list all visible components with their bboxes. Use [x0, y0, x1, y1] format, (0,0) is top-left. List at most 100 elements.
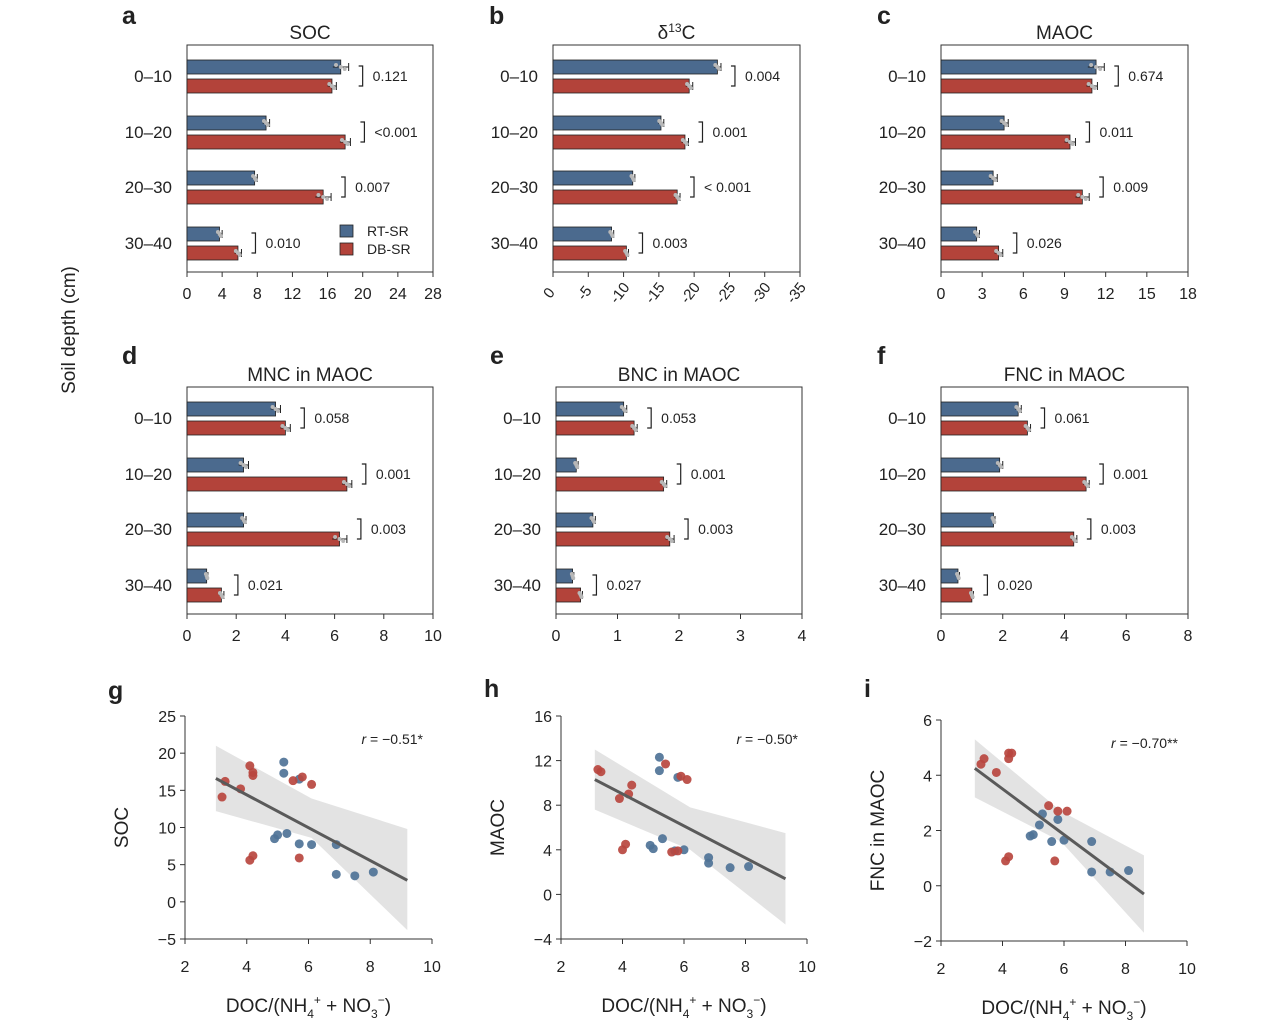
replicate-point: [1080, 195, 1085, 199]
x-tick-label: -25: [713, 279, 740, 307]
significance-bracket: [1012, 232, 1018, 254]
p-value-label: 0.009: [1113, 179, 1148, 195]
x-tick-label: 4: [998, 961, 1007, 978]
confidence-band: [974, 739, 1144, 933]
significance-bracket: [592, 574, 598, 596]
significance-bracket: [360, 121, 366, 143]
rt-sr-point: [1124, 866, 1134, 876]
replicate-point: [623, 409, 628, 413]
db-sr-bar: [940, 476, 1087, 492]
depth-label: 30–40: [494, 576, 541, 595]
y-tick-label: 4: [923, 768, 932, 785]
p-value-label: 0.011: [1099, 124, 1133, 140]
replicate-point: [579, 595, 584, 599]
panel-d: d MNC in MAOC 0–10 0.058 10–20 0.001 20–30 0.00…: [122, 342, 442, 645]
soil-depth-axis-title: Soil depth (cm): [59, 266, 80, 394]
db-sr-bar: [186, 420, 286, 436]
y-tick-label: 0: [923, 879, 932, 896]
axis-frame: [186, 386, 434, 615]
x-tick-label: 2: [181, 959, 190, 976]
replicate-point: [1076, 193, 1081, 197]
db-sr-bar: [552, 78, 690, 94]
rt-sr-point: [648, 844, 658, 854]
rt-sr-point: [1087, 867, 1097, 877]
x-tick-label: 4: [281, 628, 290, 645]
rt-sr-bar: [555, 457, 577, 473]
depth-label: 0–10: [503, 409, 541, 428]
replicate-point: [633, 428, 638, 432]
panel-letter: d: [122, 342, 137, 370]
db-sr-bar: [940, 189, 1083, 205]
replicate-point: [341, 480, 346, 484]
replicate-point: [1094, 65, 1099, 69]
rt-sr-bar: [940, 170, 994, 186]
rt-sr-bar: [186, 59, 342, 75]
significance-bracket: [1086, 518, 1092, 540]
replicate-point: [999, 465, 1004, 469]
db-sr-point: [1044, 801, 1054, 811]
x-tick-label: 8: [1121, 961, 1130, 978]
db-sr-point: [627, 780, 637, 790]
db-sr-point: [618, 845, 627, 855]
x-tick-label: 6: [680, 959, 689, 976]
y-axis-label: FNC in MAOC: [868, 770, 889, 891]
depth-label: 20–30: [491, 178, 538, 197]
replicate-point: [976, 234, 981, 238]
db-sr-point: [1004, 754, 1014, 764]
db-sr-bar: [940, 245, 1000, 261]
rt-sr-point: [704, 858, 714, 868]
p-value-label: 0.004: [745, 68, 780, 84]
replicate-point: [337, 537, 342, 541]
replicate-point: [345, 142, 350, 146]
significance-bracket: [251, 232, 257, 254]
rt-sr-point: [744, 862, 754, 872]
db-sr-point: [1062, 806, 1072, 816]
panel-b: b δ13C 0–10 0.004 10–20 0.001 20–30 < 0.001 30–4…: [489, 2, 810, 307]
p-value-label: 0.001: [1113, 466, 1148, 482]
x-tick-label: 8: [1184, 628, 1193, 645]
panel-letter: g: [108, 677, 123, 705]
db-sr-bar: [186, 134, 346, 150]
replicate-point: [1089, 84, 1094, 88]
db-sr-point: [245, 761, 255, 771]
x-tick-label: 4: [242, 959, 251, 976]
significance-bracket: [341, 176, 346, 198]
db-sr-point: [294, 853, 304, 863]
x-tick-label: 28: [424, 286, 442, 303]
replicate-point: [956, 576, 961, 580]
depth-label: 10–20: [125, 465, 172, 484]
db-sr-bar: [940, 134, 1071, 150]
panel-letter: i: [864, 675, 871, 703]
db-sr-point: [1050, 856, 1060, 866]
replicate-point: [1067, 140, 1072, 144]
y-tick-label: 0: [543, 887, 552, 904]
replicate-point: [321, 195, 326, 199]
significance-bracket: [300, 407, 305, 429]
rt-sr-point: [368, 867, 378, 877]
rt-sr-point: [1087, 837, 1097, 847]
significance-bracket: [1040, 407, 1046, 429]
db-sr-bar: [552, 134, 686, 150]
panel-letter: e: [490, 342, 504, 370]
depth-label: 0–10: [134, 409, 172, 428]
x-tick-label: -15: [642, 279, 669, 307]
replicate-point: [1070, 142, 1075, 146]
rt-sr-point: [282, 828, 292, 838]
y-tick-label: 5: [167, 858, 176, 875]
panel-h: h −4 0 4 8 12 16 2 4 6 8 10 MAOC DOC/(NH4+ + NO3−) r =…: [484, 675, 816, 1021]
y-tick-label: 0: [167, 895, 176, 912]
x-tick-label: 6: [1060, 961, 1069, 978]
panel-letter: b: [489, 2, 504, 30]
rt-sr-bar: [186, 226, 220, 242]
x-tick-label: 2: [675, 628, 684, 645]
x-tick-label: 4: [1060, 628, 1069, 645]
confidence-band: [215, 745, 408, 931]
x-tick-label: 10: [424, 628, 442, 645]
significance-bracket: [690, 176, 695, 198]
significance-bracket: [356, 518, 362, 540]
x-tick-label: 8: [366, 959, 375, 976]
significance-bracket: [1114, 65, 1119, 87]
replicate-point: [265, 123, 270, 127]
y-tick-label: 25: [158, 709, 176, 726]
x-axis-label: DOC/(NH4+ + NO3−): [981, 995, 1146, 1023]
